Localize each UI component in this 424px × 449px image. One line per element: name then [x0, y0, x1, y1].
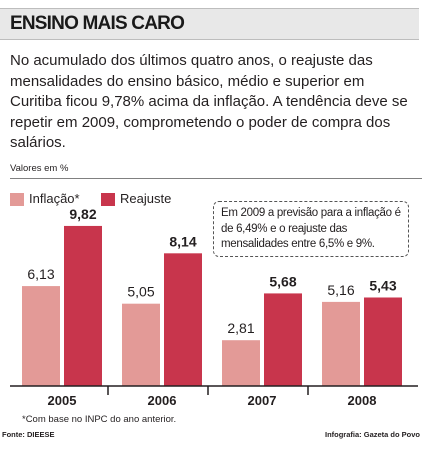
bar-inflacao-2008: [322, 301, 360, 386]
title-bar: ENSINO MAIS CARO: [0, 8, 419, 40]
x-tick-label-2006: 2006: [148, 393, 177, 408]
bar-inflacao-2006: [122, 303, 160, 386]
data-label-inflacao-2008: 5,16: [327, 282, 354, 298]
bar-chart: 6,13 9,82 2005 5,05 8,14 2006 2,81 5,68 2007 5,16…: [10, 206, 418, 408]
data-label-inflacao-2005: 6,13: [27, 266, 54, 282]
legend-swatch-inflacao: [10, 193, 24, 206]
bar-reajuste-2006: [164, 253, 202, 386]
forecast-note-box: Em 2009 a previsão para a inflação é de …: [213, 201, 409, 257]
data-label-reajuste-2008: 5,43: [369, 277, 396, 293]
bar-reajuste-2005: [64, 225, 102, 386]
divider: [10, 178, 422, 179]
bar-reajuste-2007: [264, 293, 302, 386]
data-label-reajuste-2006: 8,14: [169, 233, 196, 249]
page-title: ENSINO MAIS CARO: [10, 13, 185, 34]
data-label-inflacao-2007: 2,81: [227, 320, 254, 336]
legend-label-reajuste: Reajuste: [120, 191, 172, 206]
x-tick-label-2008: 2008: [348, 393, 377, 408]
x-tick-label-2005: 2005: [48, 393, 77, 408]
forecast-note-text: Em 2009 a previsão para a inflação é de …: [221, 207, 401, 250]
data-label-reajuste-2005: 9,82: [69, 206, 96, 222]
legend-swatch-reajuste: [101, 193, 115, 206]
bar-inflacao-2005: [22, 286, 60, 386]
bar-reajuste-2008: [364, 297, 402, 386]
x-tick-label-2007: 2007: [248, 393, 277, 408]
data-label-reajuste-2007: 5,68: [269, 273, 296, 289]
bar-inflacao-2007: [222, 340, 260, 386]
intro-text: No acumulado dos últimos quatro anos, o …: [10, 52, 408, 151]
legend-label-inflacao: Inflação*: [29, 191, 80, 206]
units-label: Valores em %: [10, 163, 69, 174]
source: Fonte: DIEESE: [2, 430, 55, 439]
data-label-inflacao-2006: 5,05: [127, 284, 154, 300]
credit: Infografia: Gazeta do Povo: [324, 430, 420, 439]
footnote: *Com base no INPC do ano anterior.: [22, 414, 177, 425]
